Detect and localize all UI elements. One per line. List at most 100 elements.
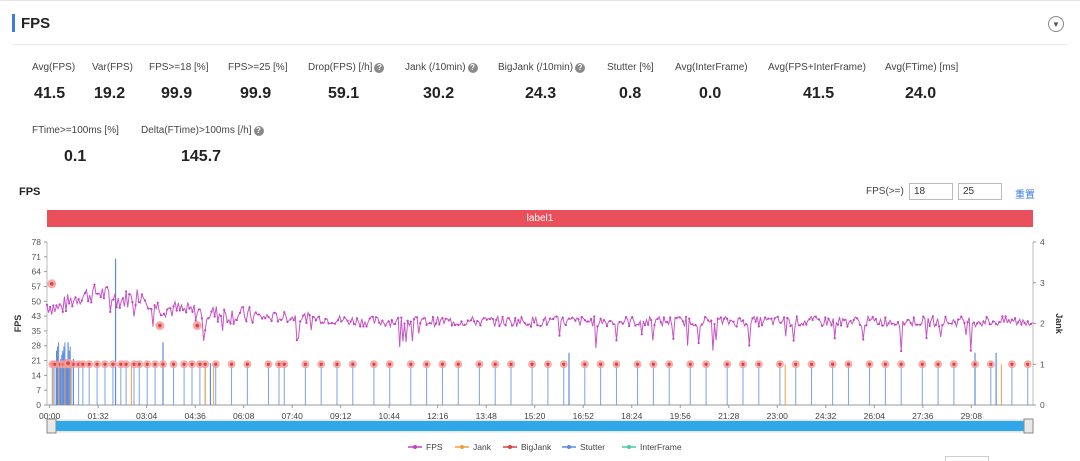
reset-link[interactable]: 重置	[1015, 190, 1035, 201]
fps-point	[1029, 322, 1032, 326]
fps-point	[991, 320, 995, 323]
bottom-control[interactable]	[945, 456, 989, 461]
fps-point	[979, 322, 982, 325]
zoom-slider-range	[53, 421, 1027, 431]
jank-marker-dot	[103, 362, 107, 366]
legend-label[interactable]: InterFrame	[640, 442, 682, 452]
chevron-down-circle-icon[interactable]: ▼	[1048, 16, 1064, 32]
fps-point	[359, 325, 362, 328]
fps-point	[726, 317, 729, 320]
fps-point	[640, 333, 643, 336]
legend-swatch-dot	[567, 445, 571, 449]
question-circle-icon[interactable]: ?	[253, 125, 264, 136]
metric-avg-fps: Avg(FPS) 41.5	[32, 62, 75, 103]
fps-point	[87, 300, 90, 303]
metric-var-fps: Var(FPS) 19.2	[92, 62, 133, 103]
fps-point	[558, 334, 561, 337]
fps-point	[738, 317, 741, 320]
fps-point	[143, 299, 147, 302]
fps-point	[760, 324, 764, 327]
metric-label: Avg(FPS)	[32, 62, 76, 73]
fps-point	[944, 315, 947, 318]
zoom-slider-handle-right[interactable]	[1023, 418, 1034, 434]
metric-value: 0.8	[619, 85, 642, 102]
fps-point	[213, 315, 216, 318]
fps-point	[972, 321, 976, 324]
fps-chart[interactable]: 0 7 14 21 28 35 43 50 57 64 71 78 0 1 2 3 4 FPS Jank 00:00 0…	[0, 230, 1080, 461]
fps-point	[675, 316, 678, 320]
jank-marker-dot	[704, 362, 708, 366]
y2-tick-label: 0	[1040, 400, 1045, 410]
fps-point	[308, 314, 311, 317]
question-circle-icon[interactable]: ?	[374, 62, 385, 73]
question-circle-icon[interactable]: ?	[467, 62, 478, 73]
metric-value: 19.2	[94, 85, 126, 102]
y-tick-label: 71	[32, 252, 42, 262]
legend-label[interactable]: Stutter	[580, 442, 605, 452]
fps-point	[333, 322, 336, 325]
fps-point	[476, 319, 479, 323]
fps-point	[403, 322, 406, 325]
label-band[interactable]: label1	[47, 210, 1033, 227]
fps-point	[504, 324, 507, 327]
legend-label[interactable]: BigJank	[521, 442, 552, 452]
jank-marker-dot	[635, 362, 640, 366]
jank-marker-dot	[145, 362, 149, 366]
fps-point	[915, 323, 919, 326]
fps-point	[419, 322, 422, 325]
fps-point	[1007, 319, 1010, 322]
question-circle-icon[interactable]: ?	[575, 62, 586, 73]
fps-point	[865, 324, 868, 327]
fps-point	[349, 320, 352, 323]
fps-point	[764, 316, 767, 319]
x-tick-label: 07:40	[282, 411, 304, 421]
fps-point	[903, 323, 906, 326]
fps-point	[99, 295, 102, 299]
fps-point	[491, 318, 495, 321]
zoom-slider-handle-left[interactable]	[46, 418, 57, 434]
jank-marker-dot	[351, 362, 355, 366]
y-tick-label: 57	[32, 281, 42, 291]
fps-point	[577, 318, 580, 321]
jank-marker-dot	[229, 362, 234, 366]
fps-marked-dot	[158, 323, 162, 328]
metric-label: Avg(FTime) [ms]	[885, 62, 959, 73]
jank-marker-dot	[440, 362, 445, 366]
fps-point	[346, 319, 349, 322]
fps-point	[643, 323, 647, 327]
fps-point	[697, 341, 700, 345]
fps-point	[216, 320, 219, 323]
fps-point	[906, 318, 909, 322]
fps-point	[564, 324, 567, 327]
fps-point	[229, 322, 232, 325]
threshold-input-2[interactable]	[958, 183, 1002, 200]
metric-label: Avg(FPS+InterFrame)	[768, 62, 866, 73]
fps-point	[90, 301, 93, 304]
fps-point	[624, 315, 628, 319]
fps-point	[963, 321, 966, 325]
jank-marker-dot	[214, 362, 218, 366]
legend-label[interactable]: Jank	[473, 442, 492, 452]
fps-point	[855, 317, 858, 320]
fps-point	[571, 316, 574, 319]
metric-label: Stutter [%]	[607, 62, 654, 73]
fps-point	[355, 317, 359, 320]
y-tick-label: 50	[32, 296, 42, 306]
fps-point	[102, 297, 106, 300]
fps-point	[422, 317, 425, 320]
fps-point	[896, 321, 900, 324]
fps-point	[235, 319, 238, 322]
fps-point	[52, 304, 55, 307]
fps-point	[988, 323, 991, 326]
jank-marker-dot	[509, 362, 513, 366]
legend-swatch-dot	[627, 445, 631, 449]
fps-point	[877, 322, 881, 326]
fps-point	[586, 320, 590, 323]
fps-point	[596, 325, 599, 328]
legend-label[interactable]: FPS	[426, 442, 443, 452]
threshold-input-1[interactable]	[909, 183, 953, 200]
metric-value: 59.1	[328, 85, 360, 102]
fps-point	[166, 308, 169, 311]
fps-point	[200, 317, 204, 320]
jank-marker-dot	[87, 362, 91, 366]
